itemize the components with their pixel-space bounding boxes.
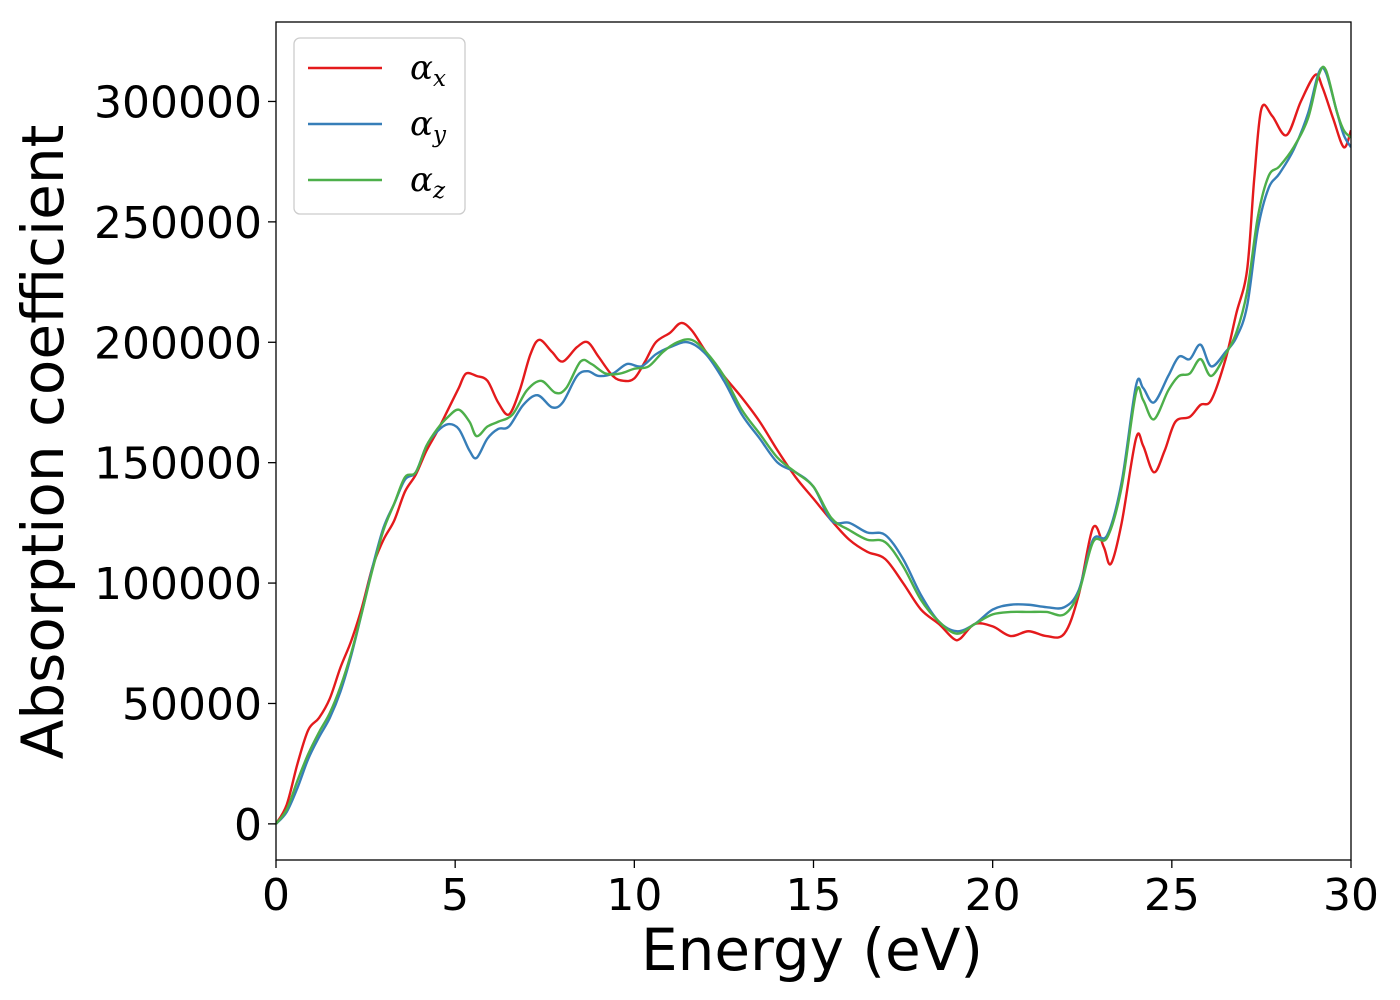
legend-label-x: αx (410, 48, 446, 92)
series-line-z (276, 65, 1351, 825)
x-tick-label: 25 (1144, 870, 1200, 921)
x-tick-label: 5 (441, 870, 469, 921)
legend: αx αy αz (293, 37, 466, 215)
legend-label-z: αz (410, 160, 446, 204)
y-tick-label: 50000 (122, 679, 262, 730)
x-axis-label: Energy (eV) (641, 916, 983, 984)
y-tick-label: 0 (234, 800, 262, 851)
x-tick-label: 10 (606, 870, 662, 921)
plot-lines (276, 65, 1351, 825)
x-tick-label: 15 (786, 870, 842, 921)
x-tick-label: 30 (1323, 870, 1379, 921)
y-tick-label: 200000 (94, 318, 262, 369)
y-axis-label: Absorption coefficient (9, 125, 77, 760)
series-line-x (276, 73, 1351, 825)
x-tick-label: 0 (262, 870, 290, 921)
y-tick-label: 100000 (94, 559, 262, 610)
y-tick-label: 300000 (94, 77, 262, 128)
x-tick-label: 20 (965, 870, 1021, 921)
legend-label-y: αy (410, 104, 447, 148)
legend-box (293, 37, 466, 215)
axes: 0 5 10 15 20 25 30 0 50000 100000 150000 200000 2500… (94, 21, 1379, 921)
y-tick-label: 250000 (94, 198, 262, 249)
y-tick-label: 150000 (94, 439, 262, 490)
